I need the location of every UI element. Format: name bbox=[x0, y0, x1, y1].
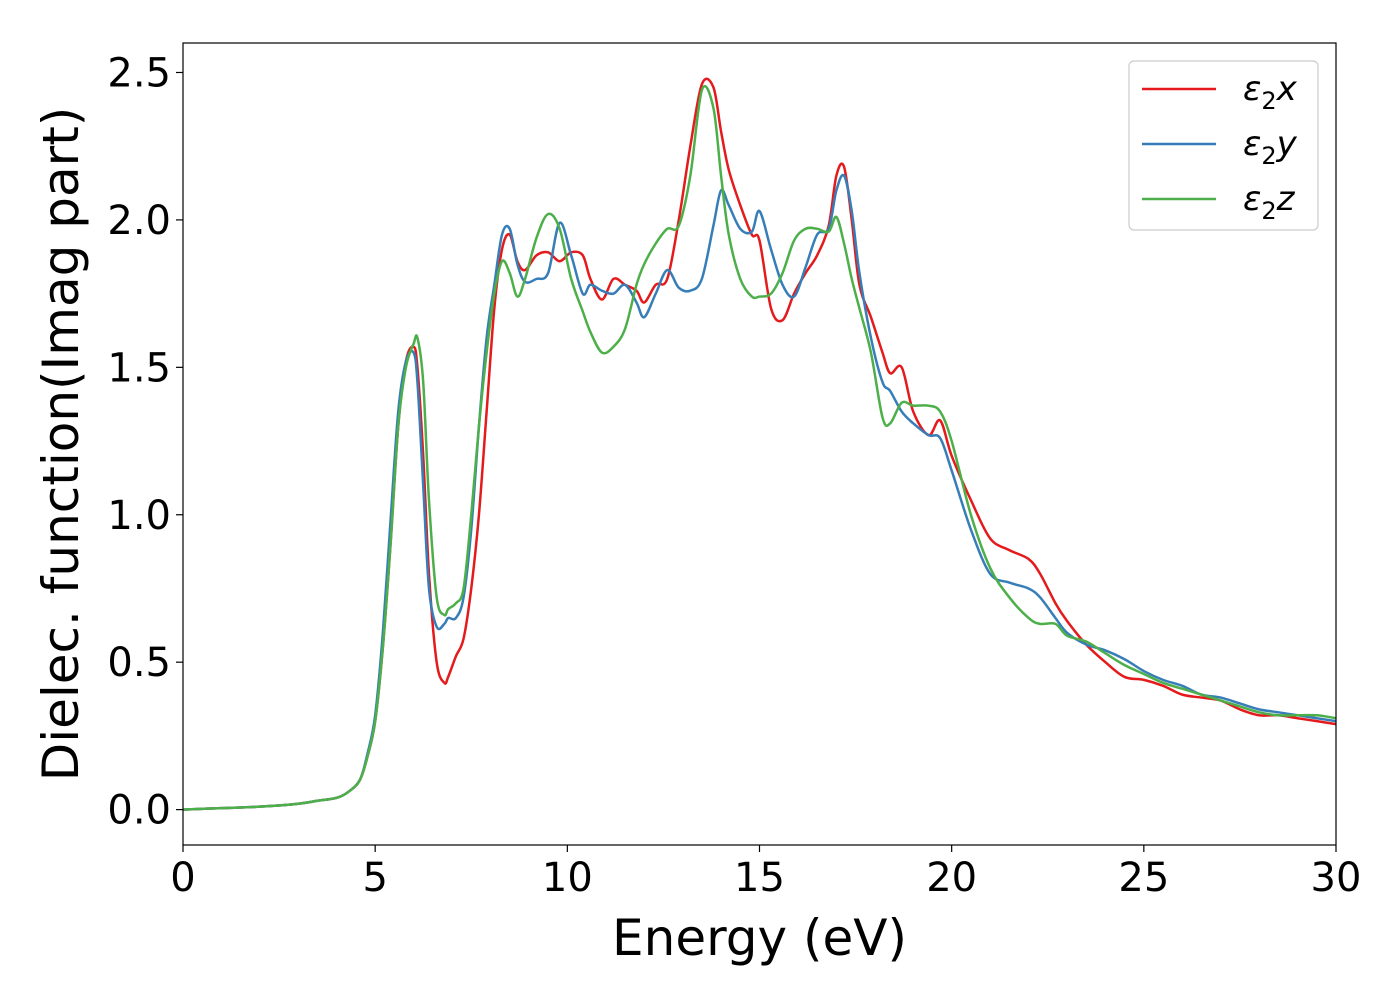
series-line-z bbox=[183, 84, 1336, 811]
y-tick-label: 2.0 bbox=[107, 198, 171, 244]
x-tick-label: 20 bbox=[926, 855, 977, 901]
x-tick-label: 5 bbox=[362, 855, 387, 901]
y-axis-label: Dielec. function(Imag part) bbox=[32, 107, 90, 782]
x-tick-label: 10 bbox=[542, 855, 593, 901]
legend-box bbox=[1128, 60, 1319, 231]
y-tick-label: 0.5 bbox=[107, 640, 171, 686]
x-axis-label: Energy (eV) bbox=[612, 909, 907, 967]
legend-label-z: ε2z bbox=[1243, 179, 1296, 225]
x-tick-label: 30 bbox=[1311, 855, 1362, 901]
series-line-y bbox=[183, 173, 1336, 811]
series-layer bbox=[183, 77, 1336, 811]
y-tick-label: 0.0 bbox=[107, 788, 171, 834]
x-tick-label: 0 bbox=[170, 855, 195, 901]
y-tick-label: 1.0 bbox=[107, 493, 171, 539]
legend-label-y: ε2y bbox=[1243, 124, 1298, 170]
legend: ε2x ε2y ε2z bbox=[1128, 60, 1319, 231]
x-axis-ticks: 0 5 10 15 20 25 30 bbox=[170, 845, 1361, 901]
x-tick-label: 15 bbox=[734, 855, 785, 901]
legend-label-x: ε2x bbox=[1243, 69, 1298, 115]
y-tick-label: 2.5 bbox=[107, 50, 171, 96]
y-axis-ticks: 0.0 0.5 1.0 1.5 2.0 2.5 bbox=[107, 50, 183, 834]
y-tick-label: 1.5 bbox=[107, 345, 171, 391]
x-tick-label: 25 bbox=[1118, 855, 1169, 901]
